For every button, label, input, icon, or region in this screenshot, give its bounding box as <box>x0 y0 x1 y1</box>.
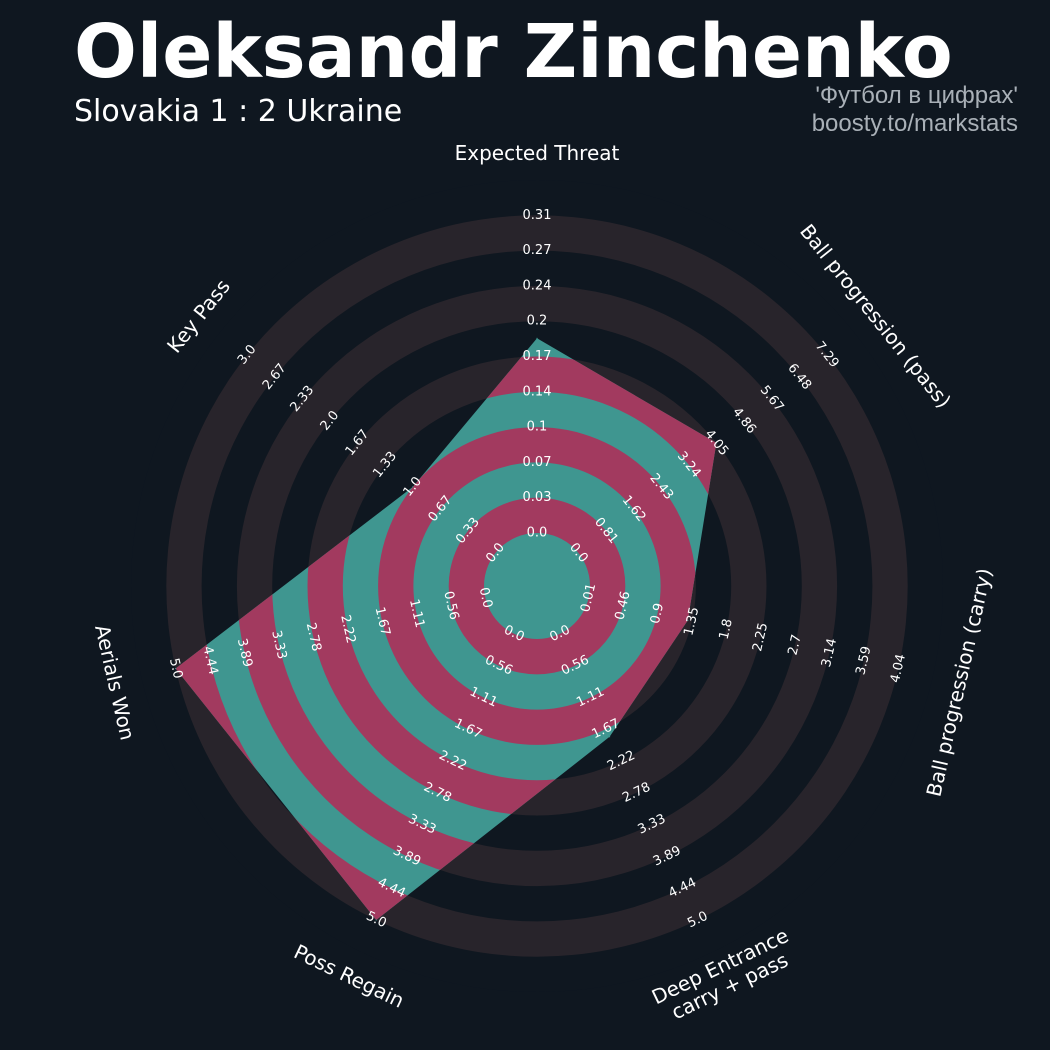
credit-line-2: boosty.to/markstats <box>811 110 1018 137</box>
tick-label: 0.56 <box>440 590 461 622</box>
vertex-4 <box>609 736 611 738</box>
parameter-label-line: Aerials Won <box>90 622 140 742</box>
tick-label: 0.24 <box>523 278 552 293</box>
vertex-2 <box>715 442 718 444</box>
tick-label: 3.14 <box>819 637 840 669</box>
tick-label: 0.2 <box>527 314 548 329</box>
tick-label: 0.46 <box>613 590 634 622</box>
tick-label: 2.22 <box>337 613 358 645</box>
vertex-5 <box>375 919 377 921</box>
player-polygon-layer <box>175 337 718 921</box>
tick-label: 0.9 <box>648 602 667 626</box>
player-polygon-highlight <box>175 338 717 920</box>
vertex-7 <box>412 486 414 488</box>
tick-label: 1.67 <box>372 606 393 638</box>
tick-label: 2.25 <box>750 621 771 653</box>
tick-label: 0.07 <box>523 455 552 470</box>
vertex-6 <box>175 667 177 670</box>
tick-label: 0.27 <box>523 243 552 258</box>
tick-label: 4.04 <box>888 653 909 685</box>
match-subtitle: Slovakia 1 : 2 Ukraine <box>74 94 403 129</box>
tick-label: 0.1 <box>527 420 548 435</box>
parameter-label: Aerials Won <box>90 622 140 742</box>
tick-label: 1.8 <box>717 617 736 641</box>
tick-label: 0.01 <box>578 582 599 614</box>
highlight-band-1 <box>448 497 626 675</box>
tick-label: 0.14 <box>523 384 552 399</box>
tick-label: 1.35 <box>681 606 702 638</box>
tick-label: 3.33 <box>268 629 289 661</box>
tick-label: 0.0 <box>527 526 548 541</box>
tick-label: 1.11 <box>406 598 427 630</box>
tick-label: 5.0 <box>166 657 185 681</box>
credit-line-1: 'Футбол в цифрах' <box>815 82 1018 109</box>
parameter-label-line: Expected Threat <box>455 141 620 165</box>
tick-label: 0.31 <box>523 208 552 223</box>
tick-label: 0.03 <box>523 490 552 505</box>
tick-label: 0.0 <box>476 586 495 610</box>
tick-label: 4.44 <box>199 645 220 677</box>
parameter-label: Expected Threat <box>455 141 620 165</box>
vertex-3 <box>687 619 689 622</box>
tick-label: 2.78 <box>303 621 324 653</box>
tick-label: 3.59 <box>853 645 874 677</box>
vertex-1 <box>536 337 538 339</box>
page-title: Oleksandr Zinchenko <box>74 9 953 95</box>
tick-label: 3.89 <box>234 637 255 669</box>
tick-label: 0.17 <box>523 349 552 364</box>
tick-label: 2.7 <box>786 633 805 657</box>
